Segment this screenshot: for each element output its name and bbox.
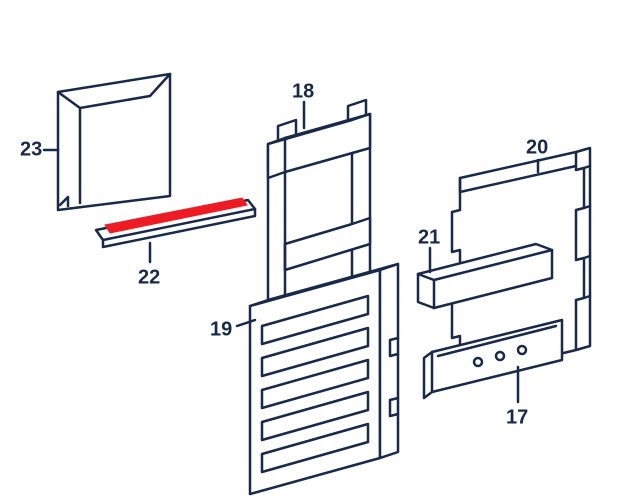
label-17: 17 (506, 406, 528, 428)
label-21: 21 (418, 226, 440, 248)
part-22-highlighted-shelf (96, 198, 255, 247)
exploded-diagram: 23 22 18 19 20 21 17 (0, 0, 618, 500)
part-23 (58, 74, 170, 210)
label-18: 18 (292, 80, 314, 102)
label-23: 23 (20, 138, 42, 160)
label-20: 20 (526, 136, 548, 158)
label-22: 22 (138, 266, 160, 288)
part-19 (250, 264, 398, 494)
label-19: 19 (210, 318, 232, 340)
